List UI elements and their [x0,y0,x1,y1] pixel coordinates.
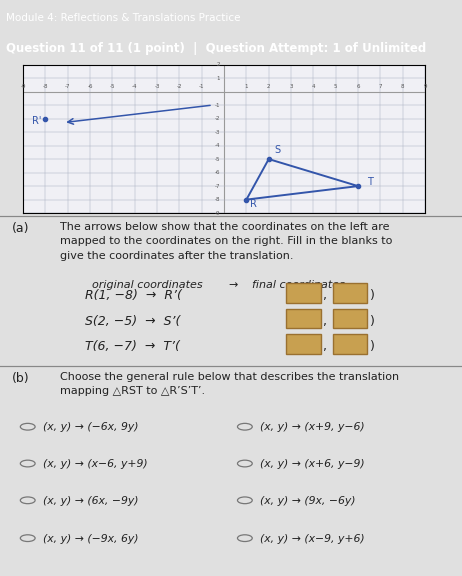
FancyBboxPatch shape [286,334,321,354]
Text: -1: -1 [214,103,220,108]
Text: (x, y) → (−6x, 9y): (x, y) → (−6x, 9y) [43,422,138,433]
Text: ,: , [323,340,328,353]
Text: The arrows below show that the coordinates on the left are
mapped to the coordin: The arrows below show that the coordinat… [60,222,392,261]
Text: (a): (a) [12,222,29,235]
Text: (x, y) → (x+9, y−6): (x, y) → (x+9, y−6) [260,422,364,433]
Text: T(6, −7)  →  T’(: T(6, −7) → T’( [85,340,180,353]
Text: 9: 9 [423,84,427,89]
FancyBboxPatch shape [286,283,321,303]
FancyBboxPatch shape [333,283,367,303]
Text: -9: -9 [20,84,26,89]
Text: 1: 1 [217,75,220,81]
Text: -7: -7 [214,184,220,188]
Text: (x, y) → (6x, −9y): (x, y) → (6x, −9y) [43,496,138,506]
Text: ): ) [370,314,375,328]
Text: R': R' [32,116,42,126]
Text: final coordinates: final coordinates [252,280,345,290]
Text: 7: 7 [379,84,382,89]
Text: 8: 8 [401,84,404,89]
Text: -4: -4 [214,143,220,148]
Text: 5: 5 [334,84,337,89]
Text: (x, y) → (−9x, 6y): (x, y) → (−9x, 6y) [43,534,138,544]
Text: 2: 2 [267,84,270,89]
Text: 2: 2 [217,62,220,67]
Text: -2: -2 [176,84,182,89]
Text: -8: -8 [214,197,220,202]
Text: -3: -3 [214,130,220,135]
FancyBboxPatch shape [333,334,367,354]
Text: -1: -1 [199,84,205,89]
Text: (x, y) → (x−6, y+9): (x, y) → (x−6, y+9) [43,459,147,469]
Text: R(1, −8)  →  R’(: R(1, −8) → R’( [85,289,182,302]
Text: -9: -9 [214,211,220,215]
FancyBboxPatch shape [286,309,321,328]
Text: (x, y) → (9x, −6y): (x, y) → (9x, −6y) [260,496,355,506]
Text: -4: -4 [132,84,138,89]
FancyBboxPatch shape [333,309,367,328]
Text: -5: -5 [214,157,220,162]
Text: R: R [250,199,256,209]
Text: 4: 4 [312,84,315,89]
Text: (x, y) → (x+6, y−9): (x, y) → (x+6, y−9) [260,459,364,469]
Text: →: → [229,280,238,290]
Text: S: S [274,145,280,155]
Text: -6: -6 [214,170,220,175]
Text: -7: -7 [65,84,71,89]
Text: S(2, −5)  →  S’(: S(2, −5) → S’( [85,314,181,328]
Text: Question 11 of 11 (1 point)  |  Question Attempt: 1 of Unlimited: Question 11 of 11 (1 point) | Question A… [6,43,426,55]
Text: ,: , [323,314,328,328]
Text: 6: 6 [356,84,360,89]
Text: ): ) [370,340,375,353]
Text: 3: 3 [289,84,293,89]
Text: -3: -3 [154,84,160,89]
Text: Choose the general rule below that describes the translation
mapping △RST to △R’: Choose the general rule below that descr… [60,372,399,396]
Text: (b): (b) [12,372,29,385]
Text: ): ) [370,289,375,302]
Text: 1: 1 [245,84,248,89]
Text: original coordinates: original coordinates [92,280,203,290]
Text: -8: -8 [43,84,48,89]
Text: -5: -5 [109,84,115,89]
Text: ,: , [323,289,328,302]
Text: (x, y) → (x−9, y+6): (x, y) → (x−9, y+6) [260,534,364,544]
Text: -6: -6 [87,84,93,89]
Text: Module 4: Reflections & Translations Practice: Module 4: Reflections & Translations Pra… [6,13,240,23]
Text: T: T [367,177,373,187]
Text: -2: -2 [214,116,220,121]
